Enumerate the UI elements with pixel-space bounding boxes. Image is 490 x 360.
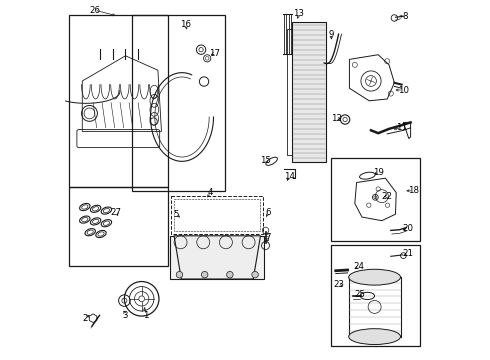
Text: 6: 6 [266,208,271,217]
Text: 7: 7 [266,233,271,242]
Ellipse shape [349,329,400,345]
Text: 21: 21 [402,249,413,258]
Text: 23: 23 [333,280,344,289]
Text: 17: 17 [209,49,220,58]
Bar [288,29,293,155]
Ellipse shape [349,269,400,285]
Text: 2: 2 [82,314,88,323]
Text: 3: 3 [122,310,128,320]
Text: 19: 19 [373,168,384,177]
Bar [174,199,260,231]
Text: 20: 20 [402,224,413,233]
Text: 11: 11 [396,123,407,132]
Text: 9: 9 [329,30,334,39]
Bar [331,245,419,346]
Text: 27: 27 [110,208,121,217]
Text: 22: 22 [382,192,392,201]
Circle shape [252,271,258,278]
Bar [69,15,168,187]
Bar [171,236,264,279]
Text: 15: 15 [260,156,271,165]
Text: 24: 24 [353,262,364,271]
Circle shape [201,271,208,278]
Bar [132,15,225,191]
Text: 26: 26 [89,6,100,15]
Text: 16: 16 [180,20,191,29]
Bar [292,22,326,162]
Text: 18: 18 [408,186,419,195]
Circle shape [227,271,233,278]
Bar [171,196,263,234]
Text: 4: 4 [208,188,214,197]
Text: 10: 10 [398,86,409,95]
Bar [69,187,168,266]
Circle shape [176,271,183,278]
Text: 8: 8 [402,12,408,21]
Text: 13: 13 [294,9,304,18]
Text: 5: 5 [174,210,179,219]
Polygon shape [174,236,261,279]
Text: 25: 25 [354,290,365,299]
Text: 14: 14 [284,172,295,181]
Bar [331,158,419,241]
Text: 12: 12 [331,114,343,123]
Text: 1: 1 [143,310,149,320]
